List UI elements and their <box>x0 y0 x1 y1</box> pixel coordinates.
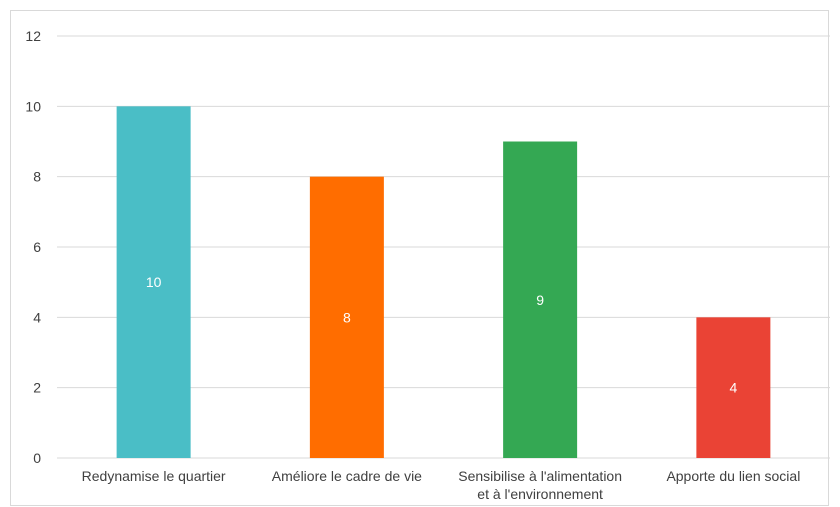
y-tick-label: 0 <box>33 450 41 466</box>
bar-value-label: 10 <box>146 274 162 290</box>
data-labels: 10 8 9 4 <box>146 274 738 396</box>
x-category-label-line: et à l'environnement <box>477 486 603 502</box>
bar-value-label: 9 <box>536 292 544 308</box>
bar-value-label: 8 <box>343 309 351 325</box>
x-category-label-line: Redynamise le quartier <box>82 468 226 484</box>
y-tick-label: 2 <box>33 380 41 396</box>
bar <box>116 106 191 458</box>
y-axis-tick-labels: 0 2 4 6 8 10 12 <box>25 28 41 466</box>
y-tick-label: 10 <box>25 98 41 114</box>
x-category-label-line: Apporte du lien social <box>666 468 800 484</box>
bar <box>696 317 771 458</box>
x-category-label: Améliore le cadre de vie <box>272 468 422 484</box>
bars <box>116 106 771 458</box>
x-category-label-line: Améliore le cadre de vie <box>272 468 422 484</box>
y-tick-label: 12 <box>25 28 41 44</box>
x-category-label-line: Sensibilise à l'alimentation <box>458 468 622 484</box>
bar-value-label: 4 <box>729 380 737 396</box>
x-category-label: Apporte du lien social <box>666 468 800 484</box>
x-axis-category-labels: Redynamise le quartier Améliore le cadre … <box>82 468 801 502</box>
bar <box>503 141 578 458</box>
x-category-label: Redynamise le quartier <box>82 468 226 484</box>
y-tick-label: 6 <box>33 239 41 255</box>
y-tick-label: 8 <box>33 169 41 185</box>
bar <box>309 176 384 458</box>
y-tick-label: 4 <box>33 309 41 325</box>
x-category-label: Sensibilise à l'alimentation et à l'envir… <box>458 468 622 502</box>
